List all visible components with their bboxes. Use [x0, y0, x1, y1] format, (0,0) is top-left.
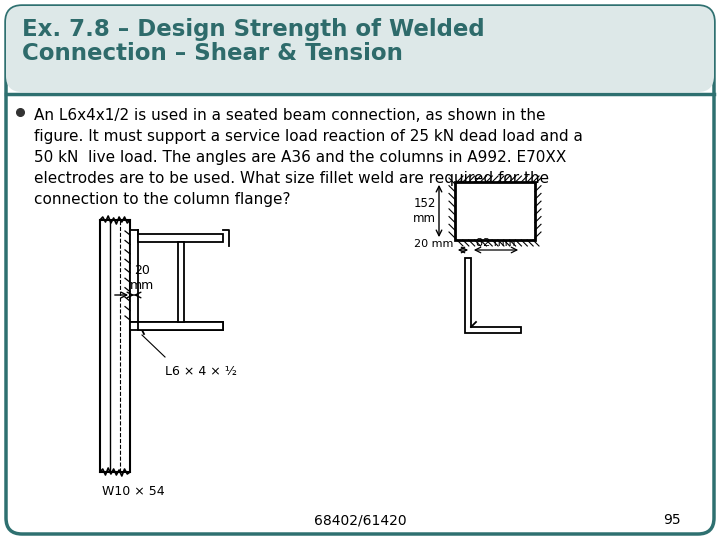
- Text: Connection – Shear & Tension: Connection – Shear & Tension: [22, 42, 403, 65]
- Text: 20 mm: 20 mm: [413, 239, 453, 249]
- Text: connection to the column flange?: connection to the column flange?: [34, 192, 290, 207]
- Bar: [100, 220, 130, 472]
- Bar: [138, 322, 223, 330]
- Text: 82 mm: 82 mm: [476, 238, 516, 248]
- Text: W10 × 54: W10 × 54: [102, 485, 165, 498]
- Text: L6 × 4 × ½: L6 × 4 × ½: [165, 365, 237, 378]
- FancyBboxPatch shape: [6, 6, 714, 92]
- Polygon shape: [130, 230, 138, 322]
- Bar: [138, 234, 223, 242]
- Text: 95: 95: [663, 513, 681, 527]
- Text: 50 kN  live load. The angles are A36 and the columns in A992. E70XX: 50 kN live load. The angles are A36 and …: [34, 150, 567, 165]
- Text: Ex. 7.8 – Design Strength of Welded: Ex. 7.8 – Design Strength of Welded: [22, 18, 485, 41]
- Text: electrodes are to be used. What size fillet weld are required for the: electrodes are to be used. What size fil…: [34, 171, 549, 186]
- Polygon shape: [130, 322, 223, 330]
- Text: An L6x4x1/2 is used in a seated beam connection, as shown in the: An L6x4x1/2 is used in a seated beam con…: [34, 108, 546, 123]
- Text: 152
mm: 152 mm: [413, 197, 436, 225]
- Text: 20
mm: 20 mm: [130, 264, 154, 292]
- FancyBboxPatch shape: [6, 6, 714, 534]
- Polygon shape: [465, 258, 521, 333]
- Bar: [455, 182, 535, 240]
- Text: figure. It must support a service load reaction of 25 kN dead load and a: figure. It must support a service load r…: [34, 129, 583, 144]
- Bar: [178, 242, 184, 322]
- Text: 68402/61420: 68402/61420: [314, 513, 406, 527]
